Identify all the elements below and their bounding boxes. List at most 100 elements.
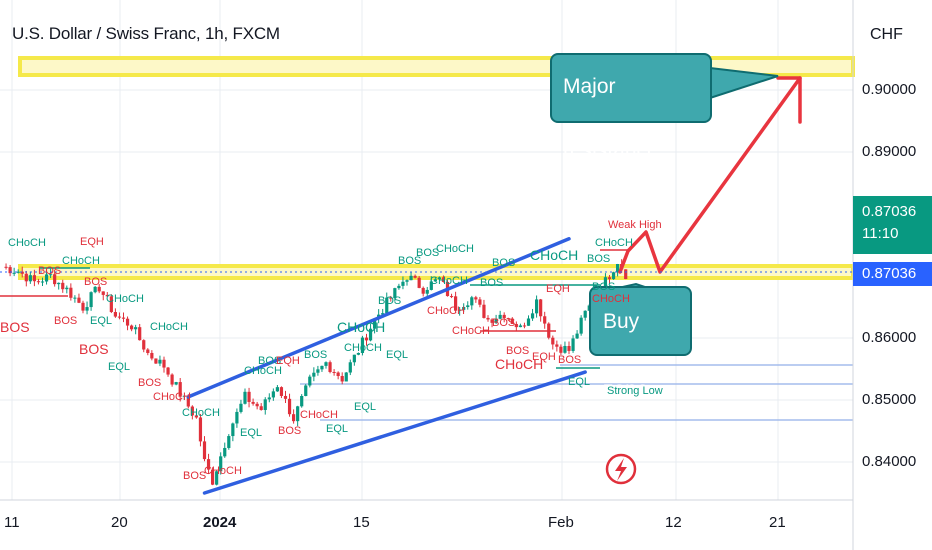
candle-body — [571, 338, 575, 351]
candle-body — [583, 310, 587, 318]
candle-body — [320, 365, 324, 370]
candle-body — [385, 297, 389, 314]
candle-body — [522, 325, 527, 327]
candle-body — [413, 275, 417, 278]
candle-body — [449, 296, 454, 298]
candle-body — [259, 406, 263, 410]
candle-body — [16, 271, 20, 273]
smc-label-bos: BOS — [492, 257, 516, 269]
last-price-value: 0.87036 — [862, 203, 917, 220]
smc-label-bos: BOS — [398, 255, 422, 267]
projection-path — [618, 76, 802, 274]
candle-body — [170, 374, 174, 385]
smc-label-eql: EQL — [90, 315, 113, 327]
candle-body — [328, 362, 332, 372]
candle-body — [324, 362, 328, 366]
smc-label-bos: BOS — [258, 355, 282, 367]
x-tick-label: 11 — [4, 514, 20, 531]
candle-body — [215, 471, 219, 485]
candle-body — [97, 286, 101, 292]
candle-body — [348, 362, 352, 373]
smc-label-bos: BOS — [84, 276, 108, 288]
candle-body — [223, 447, 227, 457]
smc-label-choch: CHoCH — [8, 237, 46, 249]
candle-body — [466, 305, 470, 308]
buy-zone-callout: Buy zone — [589, 286, 692, 401]
smc-label-eqh: EQH — [80, 236, 104, 248]
candle-body — [28, 275, 32, 282]
candle-body — [105, 294, 109, 297]
smc-label-choch: CHoCH — [204, 465, 242, 477]
candle-body — [194, 415, 198, 418]
candle-body — [150, 352, 154, 359]
candle-body — [308, 376, 312, 386]
smc-label-eql: EQL — [568, 376, 591, 388]
candle-body — [381, 313, 385, 315]
candle-body — [352, 354, 356, 363]
candle-body — [283, 395, 288, 399]
smc-label-choch: CHoCH — [337, 319, 386, 335]
smc-label-eql: EQL — [240, 427, 263, 439]
candle-body — [158, 359, 162, 364]
strong-low-label: Strong Low — [607, 385, 663, 397]
x-tick-label: 2024 — [203, 514, 237, 531]
y-tick-label: 0.85000 — [862, 391, 917, 408]
candle-body — [470, 297, 474, 306]
candle-body — [498, 314, 502, 319]
candle-body — [65, 287, 69, 290]
lightning-logo-icon — [605, 453, 637, 485]
candle-body — [575, 333, 579, 339]
candle-body — [8, 267, 12, 274]
bar-countdown: 11:10 — [862, 225, 899, 242]
candle-body — [433, 279, 437, 282]
candle-body — [393, 288, 397, 299]
candle-body — [421, 287, 425, 294]
candle-body — [526, 318, 531, 326]
candle-body — [425, 289, 429, 294]
candle-body — [57, 282, 61, 285]
candle-body — [340, 376, 344, 382]
candle-body — [77, 297, 81, 303]
y-tick-label: 0.86000 — [862, 329, 917, 346]
y-tick-label: 0.89000 — [862, 143, 917, 160]
smc-label-choch: CHoCH — [430, 275, 468, 287]
candle-body — [300, 396, 304, 407]
x-tick-label: 15 — [353, 514, 370, 531]
candle-body — [437, 277, 441, 280]
smc-label-bos: BOS — [79, 341, 109, 357]
candle-body — [227, 436, 231, 448]
candle-body — [255, 403, 259, 407]
smc-label-bos: BOS — [558, 354, 582, 366]
candle-body — [267, 397, 271, 400]
candle-body — [275, 387, 279, 392]
smc-label-choch: CHoCH — [427, 305, 465, 317]
candle-body — [356, 353, 360, 355]
candle-body — [73, 297, 77, 299]
candlesticks — [4, 259, 628, 486]
candle-body — [567, 345, 571, 351]
candle-body — [101, 291, 105, 295]
candle-body — [206, 459, 211, 470]
smc-label-bos: BOS — [183, 470, 207, 482]
candle-body — [405, 280, 409, 282]
candle-body — [146, 349, 150, 353]
candle-body — [502, 314, 506, 319]
candle-body — [109, 296, 113, 313]
candle-body — [482, 304, 486, 318]
x-tick-label: 21 — [769, 514, 786, 531]
candle-body — [344, 372, 348, 382]
trend-channel — [186, 237, 587, 495]
smc-label-eql: EQL — [108, 361, 131, 373]
smc-label-bos: BOS — [38, 265, 62, 277]
candle-body — [535, 299, 539, 314]
candle-body — [279, 387, 284, 396]
candle-body — [154, 358, 158, 364]
candle-body — [624, 269, 628, 280]
candle-body — [271, 391, 275, 398]
candle-body — [231, 423, 235, 437]
candle-body — [616, 264, 620, 273]
candle-body — [61, 282, 65, 290]
smc-label-eqh: EQH — [546, 283, 570, 295]
candle-body — [441, 277, 446, 282]
candle-body — [178, 382, 182, 397]
